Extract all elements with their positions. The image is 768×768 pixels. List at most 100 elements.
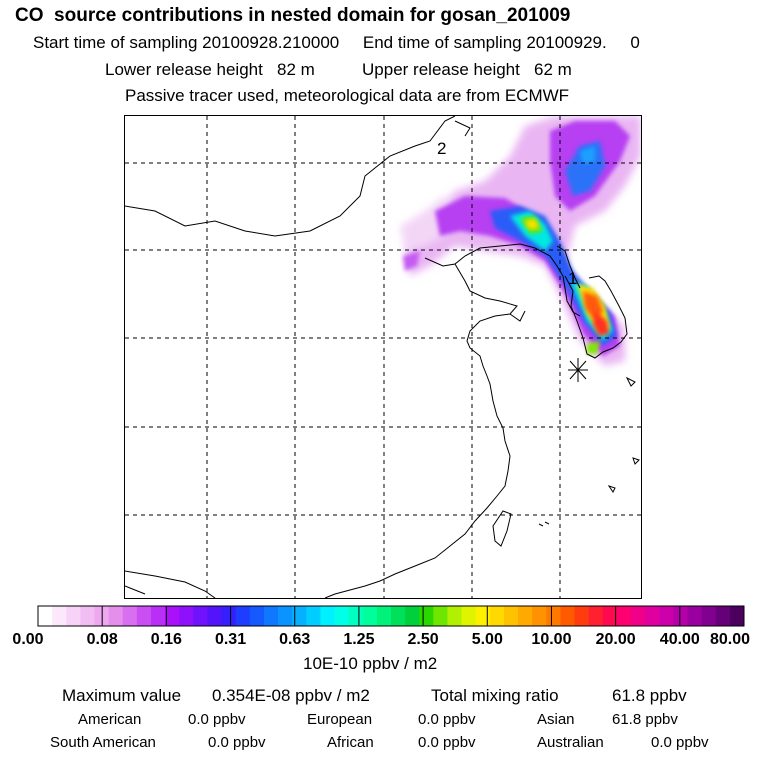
colorbar-segment <box>673 606 689 626</box>
colorbar-segment <box>150 606 166 626</box>
tracer-note: Passive tracer used, meteorological data… <box>125 86 570 105</box>
end-time-value: 20100929. <box>526 33 607 52</box>
colorbar-segment <box>419 606 434 626</box>
colorbar-segment <box>221 606 237 626</box>
colorbar-segment <box>687 606 703 626</box>
colorbar-segment <box>348 606 364 626</box>
colorbar-segment <box>631 606 646 626</box>
colorbar-tick-label: 20.00 <box>595 631 636 648</box>
colorbar-segment <box>503 606 519 626</box>
start-time-label: Start time of sampling <box>33 33 198 52</box>
colorbar-tick-label: 1.25 <box>343 631 375 648</box>
colorbar-segment <box>475 606 491 626</box>
colorbar-tick-label: 0.16 <box>150 631 182 648</box>
colorbar-segment <box>376 606 392 626</box>
colorbar-segment <box>193 606 208 626</box>
colorbar-tick-label: 2.50 <box>407 631 439 648</box>
map-canvas: 2 1 <box>125 116 641 598</box>
colorbar-segment <box>122 606 138 626</box>
region-name: South American <box>50 734 156 751</box>
end-time-label: End time of sampling <box>362 33 522 52</box>
colorbar-tick-label: 80.00 <box>709 631 751 648</box>
colorbar-segment <box>616 606 632 626</box>
region-value: 0.0 ppbv <box>188 711 246 728</box>
colorbar-segment <box>532 606 547 626</box>
colorbar-segment <box>574 606 590 626</box>
total-mixing-label: Total mixing ratio <box>431 686 559 705</box>
colorbar-segment <box>362 606 378 626</box>
colorbar-segment <box>560 606 576 626</box>
colorbar-segment <box>66 606 81 626</box>
map-title: CO source contributions in nested domain… <box>15 5 571 26</box>
colorbar-segment <box>391 606 406 626</box>
colorbar-segment <box>235 606 251 626</box>
grid-label-1: 1 <box>568 269 577 288</box>
colorbar-segment <box>433 606 448 626</box>
colorbar-tick-label: 0.63 <box>279 631 311 648</box>
region-name: African <box>327 734 374 751</box>
colorbar-segment <box>659 606 674 626</box>
upper-release-label: Upper release height <box>362 60 520 79</box>
region-value: 0.0 ppbv <box>418 734 476 751</box>
colorbar-frame <box>37 605 745 627</box>
region-name: American <box>78 711 142 728</box>
colorbar-segment <box>165 606 180 626</box>
colorbar-segment <box>292 606 307 626</box>
grid-label-2: 2 <box>437 139 446 158</box>
coastline-layer <box>125 116 640 598</box>
colorbar-segment <box>306 606 321 626</box>
colorbar-segment <box>588 606 604 626</box>
region-name: European <box>307 711 373 728</box>
colorbar-segment <box>602 606 618 626</box>
colorbar-segment <box>546 606 561 626</box>
colorbar-segment <box>278 606 293 626</box>
colorbar-unit: 10E-10 ppbv / m2 <box>303 654 438 673</box>
colorbar-tick-label: 0.00 <box>12 631 44 648</box>
sampling-times: Start time of sampling 20100928.210000 E… <box>33 33 640 53</box>
max-value-label: Maximum value <box>62 686 182 705</box>
colorbar-segment <box>334 606 350 626</box>
colorbar-segment <box>518 606 533 626</box>
start-time-value: 20100928.210000 <box>202 33 340 52</box>
colorbar-segment <box>320 606 336 626</box>
colorbar-tick-label: 0.31 <box>214 631 247 648</box>
region-name: Australian <box>537 734 604 751</box>
region-value: 0.0 ppbv <box>208 734 266 751</box>
colorbar-tick-label: 40.00 <box>659 631 700 648</box>
colorbar-segment <box>715 606 731 626</box>
region-name: Asian <box>537 711 575 728</box>
asterisk-icon <box>568 358 588 382</box>
colorbar-segment <box>80 606 95 626</box>
region-value: 61.8 ppbv <box>612 711 678 728</box>
release-heights: Lower release height 82 m Upper release … <box>105 60 572 80</box>
region-value: 0.0 ppbv <box>651 734 709 751</box>
colorbar-segment <box>729 606 745 626</box>
colorbar-segment <box>38 606 53 626</box>
colorbar-tick-label: 0.08 <box>86 631 118 648</box>
colorbar-tick-label: 10.00 <box>531 631 572 648</box>
colorbar-segment <box>645 606 660 626</box>
region-value: 0.0 ppbv <box>418 711 476 728</box>
colorbar-segment <box>108 606 124 626</box>
upper-release-value: 62 m <box>534 60 572 79</box>
colorbar-segment <box>136 606 152 626</box>
lat-lon-grid <box>125 116 641 598</box>
colorbar-segment <box>263 606 279 626</box>
lower-release-value: 82 m <box>277 60 315 79</box>
colorbar-segment <box>207 606 223 626</box>
colorbar <box>37 605 745 627</box>
total-mixing-value: 61.8 ppbv <box>612 686 687 705</box>
colorbar-segment <box>405 606 420 626</box>
max-value: 0.354E-08 ppbv / m2 <box>212 686 370 705</box>
colorbar-segment <box>489 606 505 626</box>
colorbar-segment <box>701 606 717 626</box>
colorbar-segment <box>249 606 265 626</box>
colorbar-segment <box>447 606 463 626</box>
end-time-extra: 0 <box>630 33 640 52</box>
colorbar-segment <box>461 606 477 626</box>
plume-layer <box>400 116 641 366</box>
colorbar-segment <box>179 606 194 626</box>
lower-release-label: Lower release height <box>105 60 263 79</box>
colorbar-tick-label: 5.00 <box>471 631 503 648</box>
map-panel: 2 1 <box>124 115 642 599</box>
